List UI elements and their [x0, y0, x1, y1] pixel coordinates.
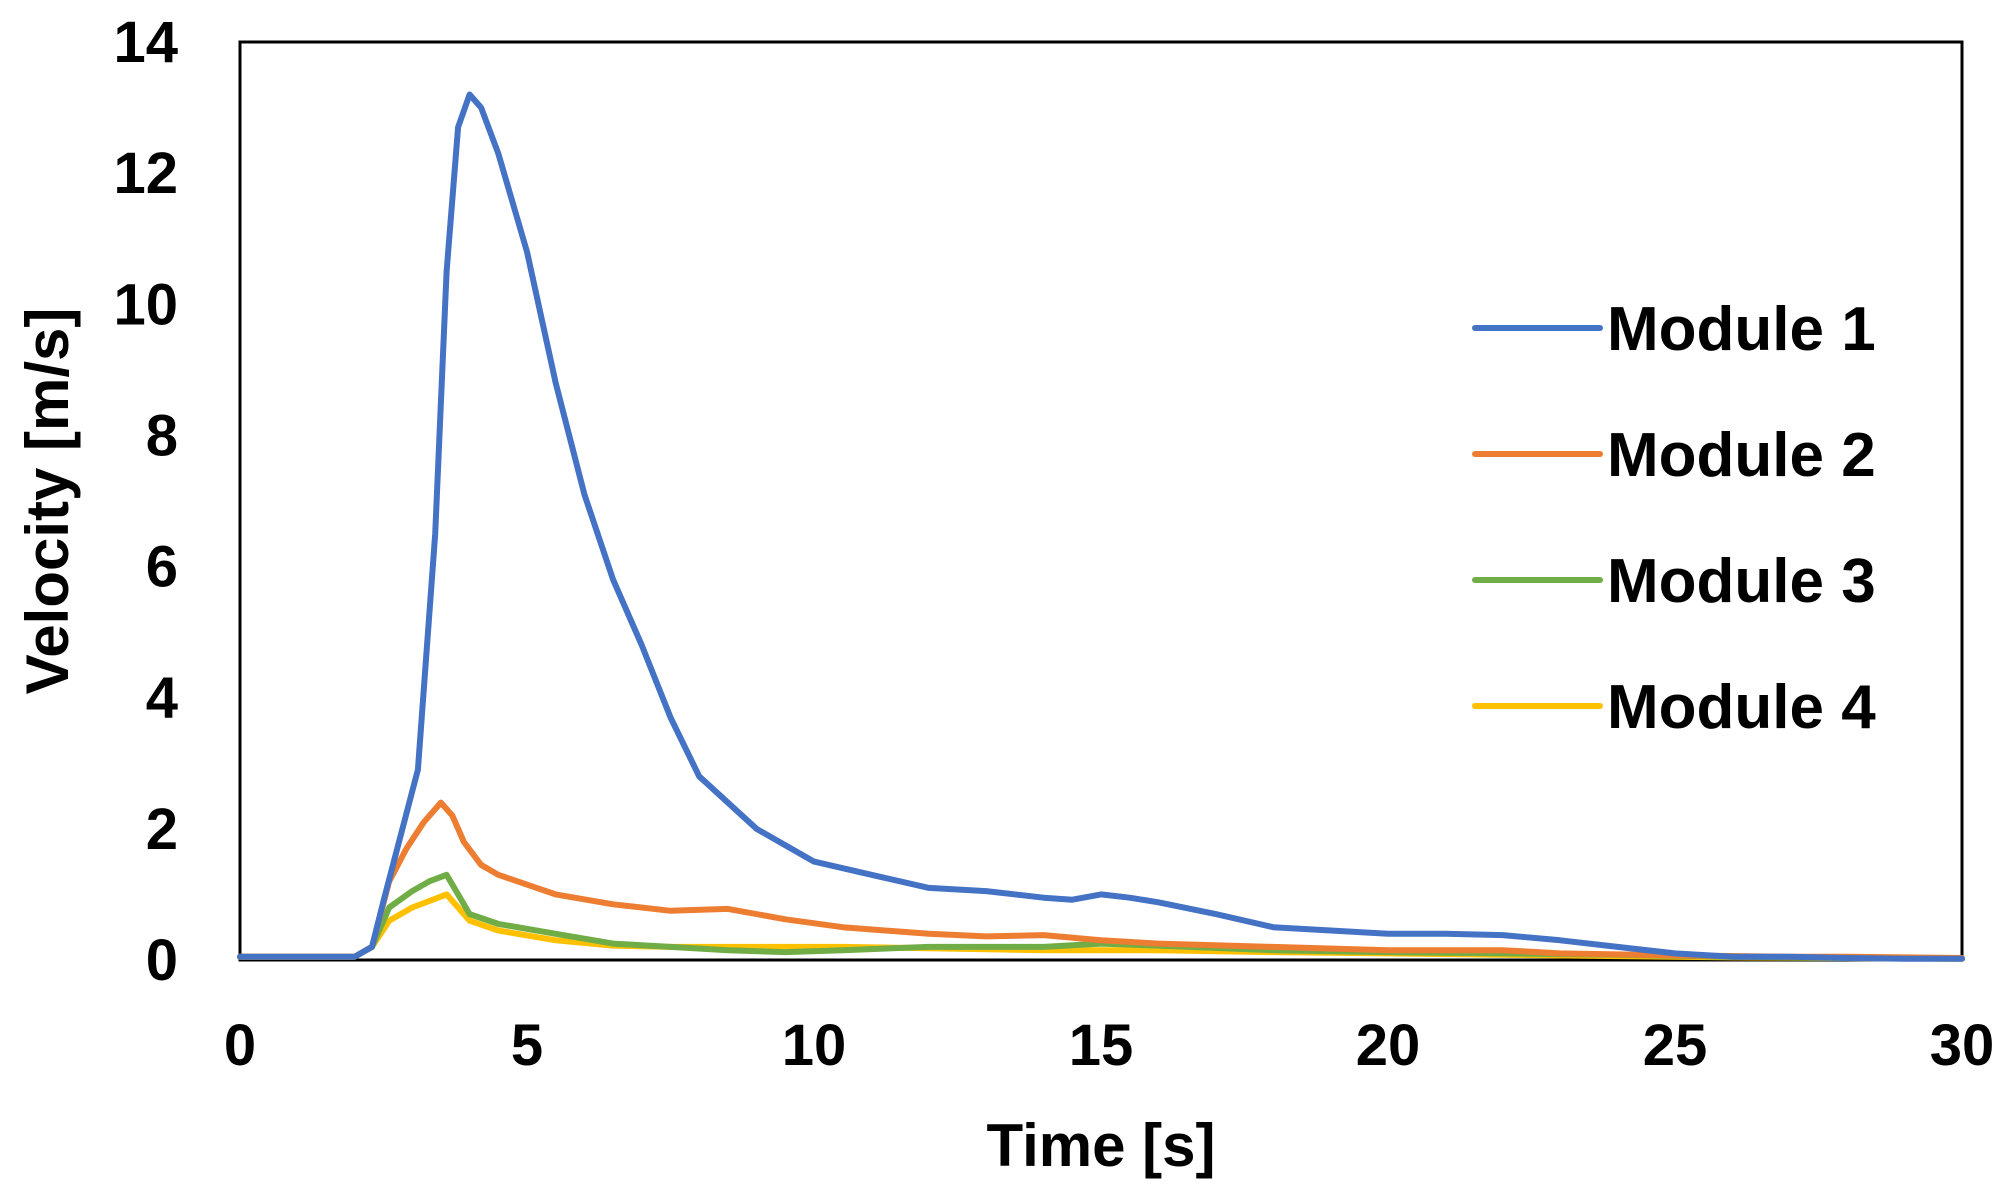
x-axis-ticks: 0 5 10 15 20 25 30 — [224, 1013, 1994, 1078]
y-tick-label: 2 — [146, 797, 178, 862]
y-axis-ticks: 0 2 4 6 8 10 12 14 — [113, 10, 178, 993]
series-line-module-1 — [237, 91, 1965, 962]
x-tick-label: 5 — [511, 1013, 543, 1078]
y-tick-label: 12 — [113, 141, 178, 206]
y-tick-label: 6 — [146, 535, 178, 600]
x-tick-label: 15 — [1069, 1013, 1134, 1078]
legend-label-module-1: Module 1 — [1607, 295, 1876, 364]
x-tick-label: 25 — [1643, 1013, 1708, 1078]
y-tick-label: 8 — [146, 403, 178, 468]
series-line-module-2 — [237, 799, 1965, 961]
x-tick-label: 30 — [1930, 1013, 1995, 1078]
plot-area-frame — [238, 40, 1964, 962]
series-layer — [237, 91, 1965, 962]
legend-label-module-4: Module 4 — [1607, 673, 1876, 742]
x-tick-label: 0 — [224, 1013, 256, 1078]
x-axis-title: Time [s] — [987, 1112, 1216, 1179]
y-tick-label: 14 — [113, 10, 178, 75]
legend-label-module-2: Module 2 — [1607, 421, 1876, 490]
x-tick-label: 20 — [1356, 1013, 1421, 1078]
x-tick-label: 10 — [782, 1013, 847, 1078]
y-tick-label: 4 — [146, 666, 178, 731]
y-axis-title: Velocity [m/s] — [14, 308, 81, 695]
legend: Module 1 Module 2 Module 3 Module 4 — [1472, 295, 1876, 742]
legend-label-module-3: Module 3 — [1607, 547, 1876, 616]
y-tick-label: 10 — [113, 272, 178, 337]
y-tick-label: 0 — [146, 928, 178, 993]
